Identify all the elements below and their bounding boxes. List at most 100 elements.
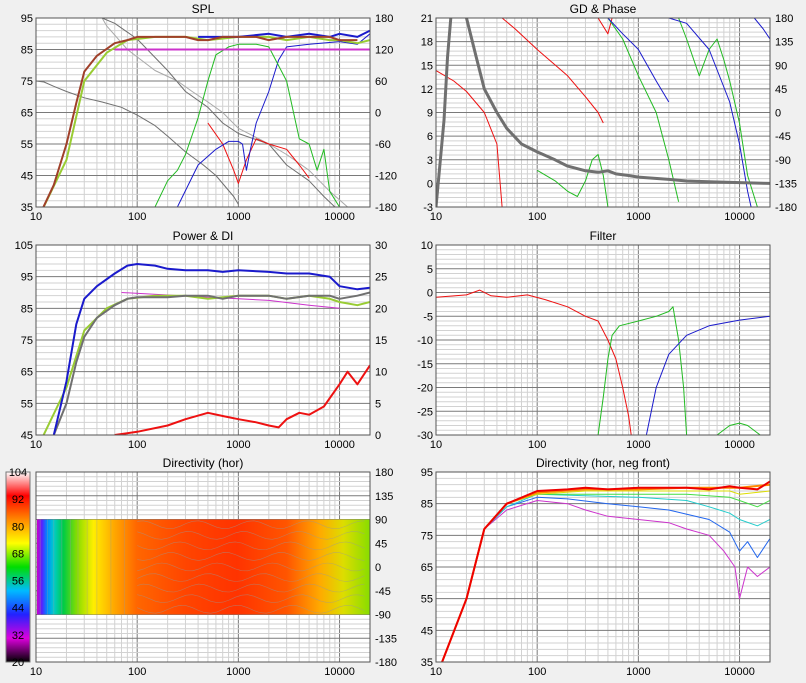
y-tick-label: 15 [421, 60, 433, 72]
colorbar-tick-label: 56 [12, 576, 24, 588]
chart-spl: SPL 10 100 1000 10000 35 45 55 65 75 85 95 -180 -120 -… [21, 2, 397, 223]
x-tick-label: 100 [528, 666, 546, 678]
y-tick-label: 18 [421, 37, 433, 49]
y2-tick-label: 0 [375, 562, 381, 574]
series-group [36, 18, 370, 207]
y-tick-label: 85 [21, 303, 33, 315]
y-tick-label: 35 [421, 657, 433, 669]
series-line-4 [176, 33, 370, 207]
x-tick-label: 10 [30, 439, 42, 451]
y-tick-label: 75 [421, 530, 433, 542]
series-line-8 [753, 18, 770, 40]
y-tick-label: 35 [21, 202, 33, 214]
heatmap-contour [137, 531, 365, 540]
series-line-5 [154, 43, 340, 207]
colorbar [5, 471, 31, 663]
chart-title: GD & Phase [570, 2, 637, 16]
colorbar-tick-label: 20 [12, 657, 24, 669]
y-tick-label: 95 [21, 272, 33, 284]
y2-tick-label: 180 [375, 467, 393, 479]
x-tick-label: 100 [528, 439, 546, 451]
chart-title: Directivity (hor, neg front) [536, 456, 670, 470]
y-tick-label: 0 [427, 288, 433, 300]
y-tick-label: 45 [21, 430, 33, 442]
y-tick-label: 95 [21, 13, 33, 25]
x-tick-label: 100 [528, 211, 546, 223]
chart-directivity_hor: Directivity (hor) 20 32 44 56 68 80 92 104 10 100 1… [5, 456, 397, 678]
y-tick-label: -3 [423, 202, 433, 214]
x-tick-label: 10 [30, 211, 42, 223]
y2-tick-label: -45 [775, 131, 791, 143]
x-tick-label: 10 [430, 211, 442, 223]
y-tick-label: -20 [417, 383, 433, 395]
chart-gdphase: GD & Phase 10 100 1000 10000 -3 0 3 6 9 12 15 18 21 -1… [421, 2, 797, 223]
y2-tick-label: 0 [775, 108, 781, 120]
plot-border [435, 244, 771, 436]
colorbar-tick-label: 68 [12, 548, 24, 560]
y2-tick-label: 45 [775, 84, 787, 96]
series-line-2 [716, 422, 761, 435]
heatmap-contour [137, 604, 365, 614]
y2-tick-label: 90 [775, 60, 787, 72]
x-tick-label: 1000 [226, 439, 250, 451]
series-line-0 [436, 289, 632, 435]
x-tick-label: 100 [128, 439, 146, 451]
series-line-9 [42, 35, 358, 207]
plot-border [35, 471, 371, 663]
y-tick-label: -30 [417, 430, 433, 442]
series-group [441, 480, 770, 662]
series-line-4 [114, 364, 370, 435]
series-line-10 [465, 18, 770, 185]
colorbar-tick-label: 104 [9, 467, 27, 479]
series-line-4 [607, 18, 680, 202]
y-tick-label: 5 [427, 264, 433, 276]
y2-tick-label: 180 [775, 13, 793, 25]
series-line-3 [645, 315, 770, 435]
y-tick-label: 85 [21, 45, 33, 57]
y2-tick-label: -120 [375, 171, 397, 183]
y2-tick-label: 0 [375, 108, 381, 120]
heatmap-contour [137, 541, 365, 551]
y2-tick-label: 135 [375, 491, 393, 503]
plot-border [35, 244, 371, 436]
x-tick-label: 100 [128, 666, 146, 678]
series-line-0 [436, 70, 503, 207]
series-group [436, 18, 770, 207]
heatmap-contour [137, 552, 365, 561]
y-tick-label: 45 [21, 171, 33, 183]
y2-tick-label: 180 [375, 13, 393, 25]
y-tick-label: 3 [427, 155, 433, 167]
x-tick-label: 10000 [324, 666, 355, 678]
series-line-2 [52, 291, 370, 435]
y2-tick-label: -90 [375, 610, 391, 622]
y-tick-label: 65 [21, 367, 33, 379]
chart-directivity_neg: Directivity (hor, neg front) 10 100 1000 100… [421, 456, 771, 678]
x-tick-label: 10000 [724, 666, 755, 678]
series-line-3 [52, 263, 370, 435]
series-line-0 [36, 80, 239, 205]
y2-tick-label: 25 [375, 272, 387, 284]
series-line-6 [607, 18, 670, 103]
y2-tick-label: -60 [375, 139, 391, 151]
y-tick-label: 12 [421, 84, 433, 96]
series-line-2 [597, 18, 613, 35]
y2-tick-label: 20 [375, 303, 387, 315]
chart-filter: Filter 10 100 1000 10000 -30 -25 -20 -15 -10 -5 0 5 1… [417, 229, 771, 451]
series-line-1 [597, 306, 688, 435]
y2-tick-label: -180 [375, 657, 397, 669]
y-tick-label: -5 [423, 311, 433, 323]
series-line-3 [536, 154, 609, 207]
x-tick-label: 10000 [324, 439, 355, 451]
x-tick-label: 1000 [626, 666, 650, 678]
y-tick-label: 75 [21, 335, 33, 347]
x-tick-label: 10000 [324, 211, 355, 223]
x-tick-label: 10 [430, 666, 442, 678]
series-line-6 [42, 35, 370, 207]
y-tick-label: -25 [417, 406, 433, 418]
y2-tick-label: 90 [375, 515, 387, 527]
grid [435, 244, 771, 436]
series-line-3 [207, 122, 310, 184]
y2-tick-label: 0 [375, 430, 381, 442]
x-tick-label: 10000 [724, 211, 755, 223]
